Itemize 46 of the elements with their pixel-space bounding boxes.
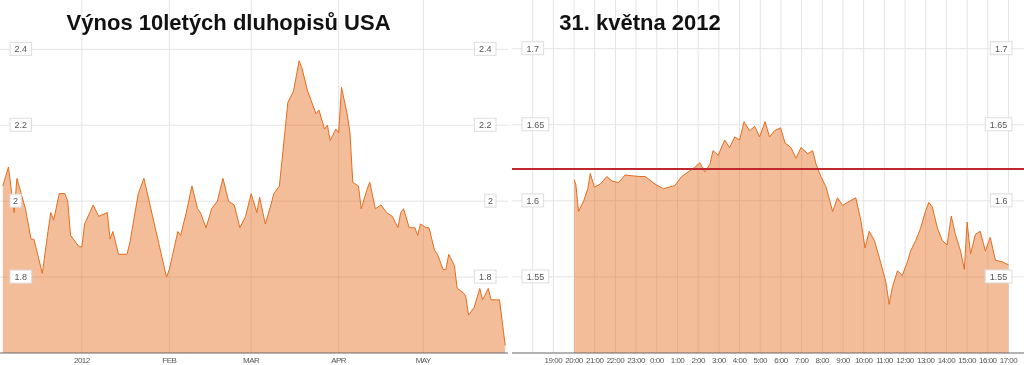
y-tick-label: 1.55	[526, 271, 545, 282]
x-tick-label: 1:00	[670, 356, 686, 365]
y2-tick-label: 1.65	[989, 119, 1008, 130]
x-tick-label: MAR	[243, 356, 261, 365]
x-tick-label: 19:00	[544, 356, 564, 365]
x-tick-label: 2012	[73, 356, 91, 365]
y2-tick-label: 1.6	[994, 195, 1008, 206]
x-tick-label: 23:00	[627, 356, 646, 365]
y2-tick-label: 2.4	[478, 44, 492, 55]
x-tick-label: 11:00	[875, 356, 894, 365]
y-tick-label: 1.7	[526, 43, 540, 54]
x-tick-label: 12:00	[896, 356, 915, 365]
x-tick-label: 14:00	[937, 356, 957, 365]
x-tick-label: 8:00	[815, 356, 831, 365]
x-tick-label: 3:00	[712, 356, 727, 365]
y2-tick-label: 2.2	[478, 120, 492, 131]
x-tick-label: 6:00	[774, 356, 789, 365]
x-tick-label: 5:00	[753, 356, 769, 365]
x-tick-label: 4:00	[732, 356, 748, 365]
y-tick-label: 2	[13, 196, 19, 207]
y2-tick-label: 1.7	[994, 43, 1008, 54]
y2-tick-label: 1.55	[989, 271, 1008, 282]
x-tick-label: MAY	[415, 356, 433, 365]
x-tick-label: 20:00	[565, 356, 584, 365]
y2-tick-label: 2	[487, 196, 493, 207]
text: Výnos 10letých dluhopisů USA	[66, 10, 391, 35]
y-tick-label: 1.8	[14, 272, 28, 283]
x-tick-label: 16:00	[979, 356, 998, 365]
y-tick-label: 2.2	[14, 120, 28, 131]
x-tick-label: 17:00	[999, 356, 1019, 365]
x-tick-label: 15:00	[958, 356, 977, 365]
x-tick-label: APR	[331, 356, 347, 365]
x-tick-label: 0:00	[650, 356, 665, 365]
x-tick-label: 9:00	[836, 356, 851, 365]
x-tick-label: 10:00	[854, 356, 874, 365]
x-tick-label: 13:00	[916, 356, 936, 365]
y-tick-label: 1.6	[526, 195, 540, 206]
x-tick-label: 21:00	[585, 356, 605, 365]
y-tick-label: 2.4	[14, 44, 28, 55]
x-tick-label: 22:00	[606, 356, 626, 365]
x-tick-label: FEB	[162, 356, 177, 365]
x-tick-label: 2:00	[691, 356, 707, 365]
text: 31. května 2012	[559, 10, 721, 35]
y2-tick-label: 1.8	[478, 272, 492, 283]
y-tick-label: 1.65	[526, 119, 545, 130]
x-tick-label: 7:00	[794, 356, 810, 365]
